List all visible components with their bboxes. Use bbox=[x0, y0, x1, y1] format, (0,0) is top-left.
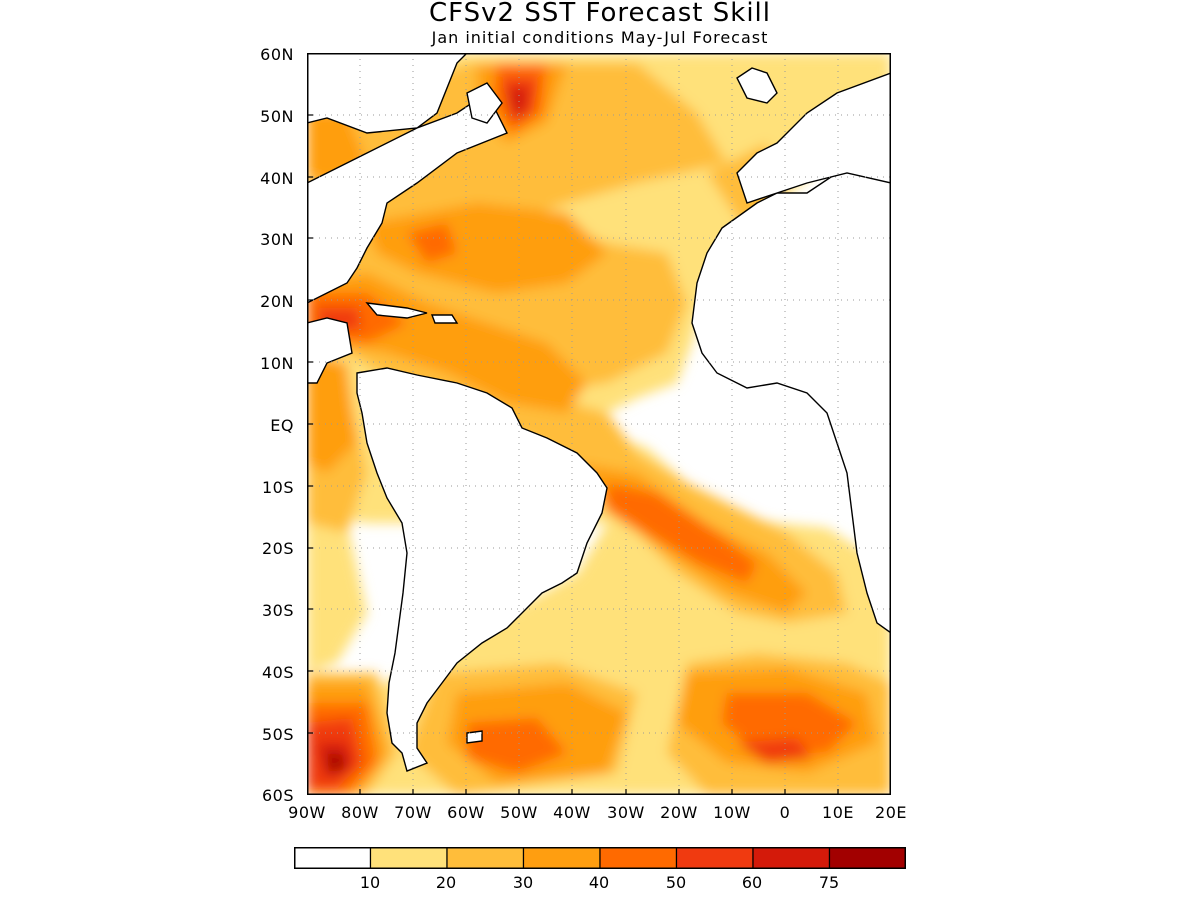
lon-label-90w: 90W bbox=[288, 803, 326, 822]
lon-label-60w: 60W bbox=[447, 803, 485, 822]
land-masses bbox=[307, 53, 891, 772]
lat-label-20s: 20S bbox=[261, 539, 294, 558]
lat-label-60s: 60S bbox=[261, 786, 294, 805]
lon-label-50w: 50W bbox=[500, 803, 538, 822]
lat-label-50n: 50N bbox=[260, 107, 294, 126]
legend-swatch-4 bbox=[599, 847, 678, 869]
legend-swatch-5 bbox=[675, 847, 754, 869]
skill-map bbox=[307, 53, 891, 795]
legend-swatch-2 bbox=[446, 847, 525, 869]
lon-label-80w: 80W bbox=[341, 803, 379, 822]
lat-label-40s: 40S bbox=[261, 663, 294, 682]
lon-label-10e: 10E bbox=[822, 803, 854, 822]
lon-label-20e: 20E bbox=[875, 803, 907, 822]
legend-label-20: 20 bbox=[435, 873, 457, 892]
lat-label-50s: 50S bbox=[261, 725, 294, 744]
lat-label-10s: 10S bbox=[261, 478, 294, 497]
legend-label-40: 40 bbox=[588, 873, 610, 892]
legend-swatch-7 bbox=[828, 847, 906, 869]
lat-label-30s: 30S bbox=[261, 601, 294, 620]
legend-swatch-6 bbox=[752, 847, 831, 869]
lon-label-0: 0 bbox=[779, 803, 791, 822]
tick-marks bbox=[307, 114, 839, 795]
legend-label-50: 50 bbox=[665, 873, 687, 892]
lat-label-30n: 30N bbox=[260, 230, 294, 249]
lat-label-eq: EQ bbox=[270, 416, 294, 435]
legend-label-75: 75 bbox=[818, 873, 840, 892]
plot-subtitle: Jan initial conditions May-Jul Forecast bbox=[431, 28, 769, 47]
lon-label-70w: 70W bbox=[394, 803, 432, 822]
legend-label-60: 60 bbox=[741, 873, 763, 892]
lat-label-60n: 60N bbox=[260, 45, 294, 64]
lat-label-20n: 20N bbox=[260, 292, 294, 311]
lat-label-10n: 10N bbox=[260, 354, 294, 373]
lon-label-10w: 10W bbox=[713, 803, 751, 822]
lon-label-40w: 40W bbox=[553, 803, 591, 822]
legend-label-30: 30 bbox=[512, 873, 534, 892]
plot-title: CFSv2 SST Forecast Skill bbox=[428, 0, 772, 28]
lat-label-40n: 40N bbox=[260, 169, 294, 188]
lon-label-30w: 30W bbox=[607, 803, 645, 822]
lon-label-20w: 20W bbox=[660, 803, 698, 822]
color-legend-bar bbox=[294, 847, 906, 869]
legend-swatch-0 bbox=[294, 847, 372, 869]
legend-swatch-1 bbox=[369, 847, 448, 869]
grid-lines bbox=[307, 53, 891, 795]
legend-label-10: 10 bbox=[359, 873, 381, 892]
legend-swatch-3 bbox=[522, 847, 601, 869]
